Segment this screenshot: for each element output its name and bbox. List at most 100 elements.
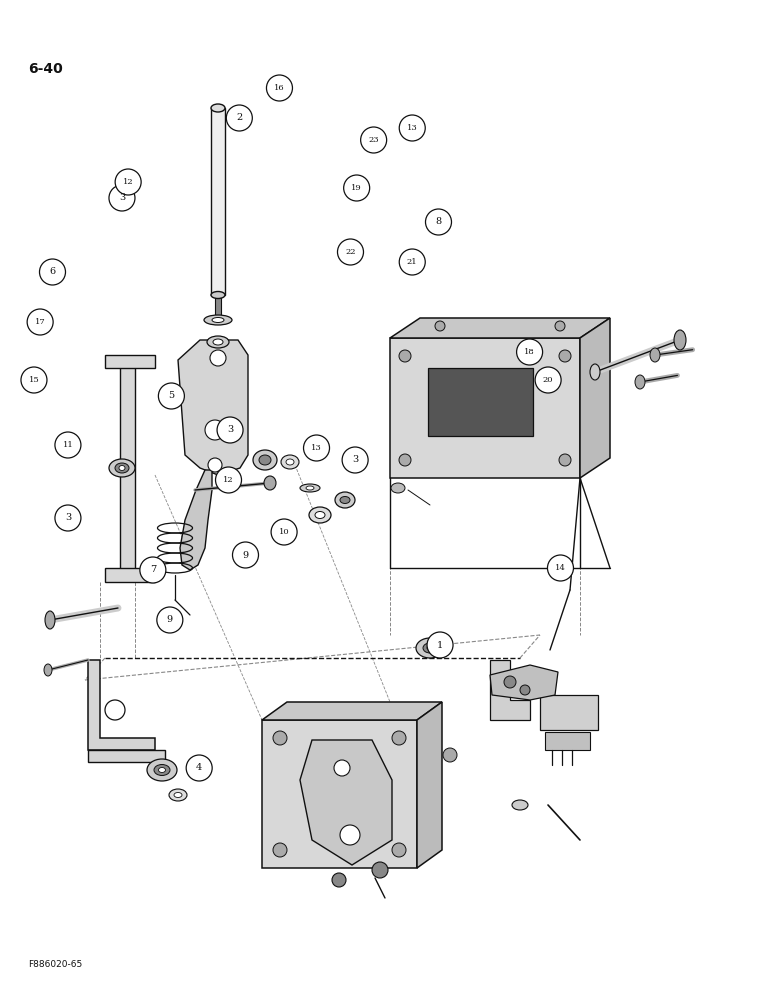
Text: 4: 4	[196, 764, 202, 772]
Circle shape	[273, 843, 287, 857]
Ellipse shape	[416, 638, 444, 658]
Polygon shape	[178, 340, 248, 475]
Text: 13: 13	[311, 444, 322, 452]
Text: 12: 12	[223, 476, 234, 484]
Circle shape	[435, 321, 445, 331]
Text: 3: 3	[352, 456, 358, 464]
Text: 19: 19	[351, 184, 362, 192]
Circle shape	[39, 259, 66, 285]
Text: 11: 11	[63, 441, 73, 449]
Polygon shape	[88, 660, 155, 750]
Polygon shape	[540, 695, 598, 730]
Ellipse shape	[158, 768, 165, 772]
Circle shape	[516, 339, 543, 365]
Bar	[428, 368, 533, 436]
Ellipse shape	[309, 507, 331, 523]
Circle shape	[271, 519, 297, 545]
Polygon shape	[105, 355, 155, 368]
Polygon shape	[215, 295, 221, 320]
Circle shape	[215, 467, 242, 493]
Ellipse shape	[286, 459, 294, 465]
Ellipse shape	[264, 476, 276, 490]
Text: 3: 3	[227, 426, 233, 434]
Circle shape	[399, 350, 411, 362]
Ellipse shape	[674, 330, 686, 350]
Text: 7: 7	[150, 566, 156, 574]
Ellipse shape	[154, 764, 170, 776]
Text: 6-40: 6-40	[28, 62, 63, 76]
Polygon shape	[180, 470, 212, 570]
Text: 5: 5	[168, 391, 174, 400]
Circle shape	[334, 760, 350, 776]
Polygon shape	[490, 660, 530, 720]
Ellipse shape	[315, 512, 325, 518]
Circle shape	[210, 350, 226, 366]
Text: 18: 18	[524, 348, 535, 356]
Text: 17: 17	[35, 318, 46, 326]
Ellipse shape	[306, 486, 314, 490]
Ellipse shape	[512, 800, 528, 810]
Circle shape	[559, 454, 571, 466]
Circle shape	[535, 367, 561, 393]
Circle shape	[232, 542, 259, 568]
Circle shape	[273, 731, 287, 745]
Polygon shape	[88, 750, 165, 762]
Circle shape	[443, 748, 457, 762]
Circle shape	[332, 873, 346, 887]
Circle shape	[140, 557, 166, 583]
Ellipse shape	[650, 348, 660, 362]
Text: 22: 22	[345, 248, 356, 256]
Circle shape	[425, 209, 452, 235]
Text: 9: 9	[167, 615, 173, 624]
Ellipse shape	[45, 611, 55, 629]
Ellipse shape	[300, 484, 320, 492]
Circle shape	[21, 367, 47, 393]
Ellipse shape	[119, 466, 125, 471]
Polygon shape	[417, 702, 442, 868]
Polygon shape	[300, 740, 392, 865]
Circle shape	[520, 685, 530, 695]
Polygon shape	[390, 338, 580, 478]
Ellipse shape	[259, 455, 271, 465]
Ellipse shape	[391, 483, 405, 493]
Text: 16: 16	[274, 84, 285, 92]
Ellipse shape	[281, 455, 299, 469]
Ellipse shape	[423, 643, 437, 653]
Text: 15: 15	[29, 376, 39, 384]
Circle shape	[427, 632, 453, 658]
Circle shape	[226, 105, 252, 131]
Text: 1: 1	[437, 641, 443, 650]
Text: 3: 3	[119, 194, 125, 202]
Text: 8: 8	[435, 218, 442, 227]
Polygon shape	[262, 702, 442, 720]
Circle shape	[344, 175, 370, 201]
Text: 6: 6	[49, 267, 56, 276]
Circle shape	[547, 555, 574, 581]
Polygon shape	[120, 358, 135, 580]
Polygon shape	[490, 665, 558, 700]
Polygon shape	[105, 568, 155, 582]
Ellipse shape	[335, 492, 355, 508]
Ellipse shape	[211, 104, 225, 112]
Text: 10: 10	[279, 528, 290, 536]
Circle shape	[361, 127, 387, 153]
Circle shape	[115, 169, 141, 195]
Ellipse shape	[174, 792, 182, 798]
Circle shape	[105, 700, 125, 720]
Circle shape	[399, 249, 425, 275]
Circle shape	[109, 185, 135, 211]
Text: 3: 3	[65, 514, 71, 522]
Circle shape	[303, 435, 330, 461]
Circle shape	[157, 607, 183, 633]
Ellipse shape	[253, 450, 277, 470]
Circle shape	[186, 755, 212, 781]
Circle shape	[340, 825, 360, 845]
Polygon shape	[390, 318, 610, 338]
Circle shape	[392, 731, 406, 745]
Text: 23: 23	[368, 136, 379, 144]
Ellipse shape	[212, 318, 224, 322]
Polygon shape	[262, 720, 417, 868]
Circle shape	[555, 321, 565, 331]
Ellipse shape	[635, 375, 645, 389]
Circle shape	[55, 505, 81, 531]
